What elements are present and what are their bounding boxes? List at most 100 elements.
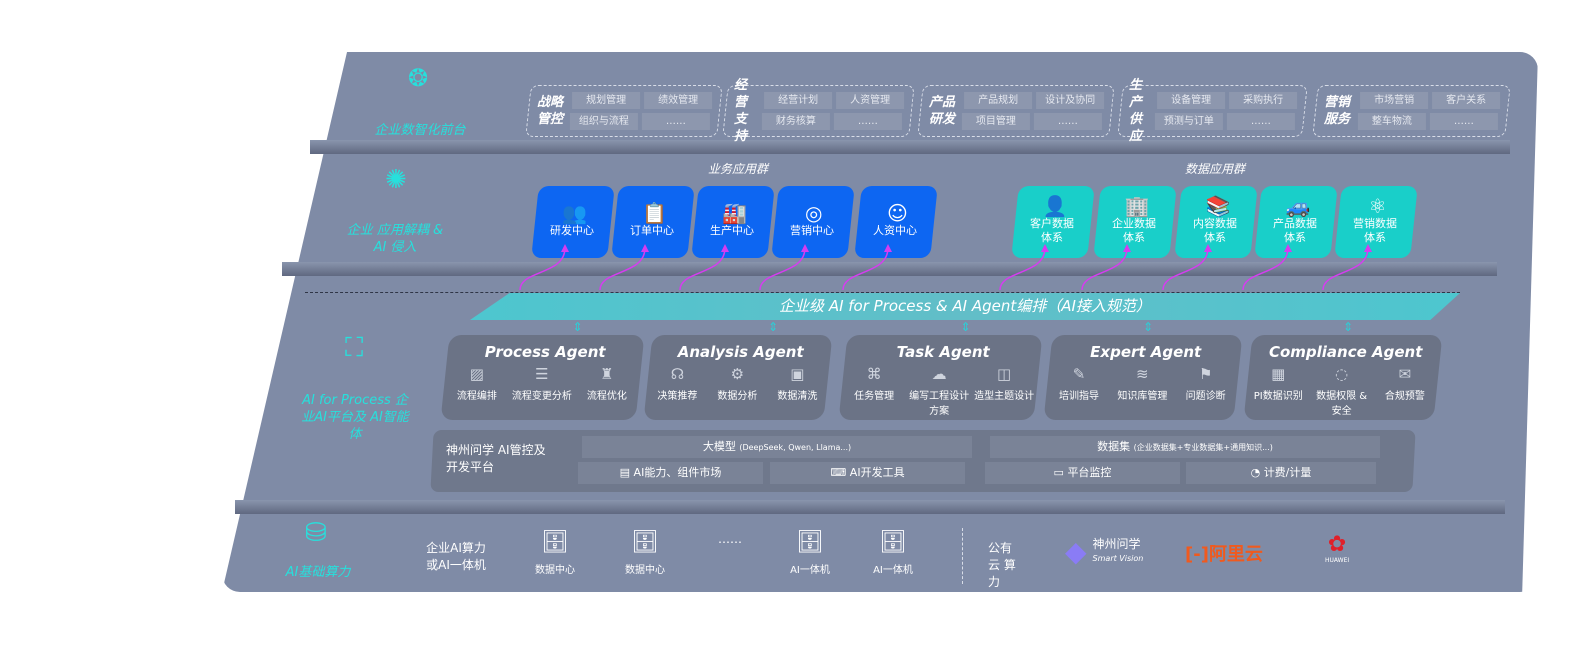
dataset-label: 数据集 [1097, 440, 1131, 453]
feature-icon: ◌ [1335, 365, 1349, 383]
feature-icon: ◫ [996, 365, 1012, 383]
market-icon: ▤ [619, 466, 634, 479]
connector-arrow [842, 247, 889, 291]
connector-arrow [1081, 247, 1128, 291]
feature-icon: ✎ [1072, 365, 1086, 383]
arrow-head [1041, 244, 1049, 252]
smart-vision-logo: ◆ [1065, 535, 1087, 568]
feature-icon: ▨ [469, 365, 484, 383]
agent-name: Analysis Agent [677, 343, 804, 361]
compute-node: 🗄 AI一体机 [868, 530, 918, 576]
feature-icon: ☰ [535, 365, 549, 383]
server-icon: 🗄 [879, 530, 907, 555]
server-icon: 🗄 [631, 530, 659, 555]
model-note: (DeepSeek, Qwen, Llama...) [739, 443, 852, 452]
monitor-icon: ▭ [1053, 466, 1068, 479]
model-bar: 大模型 (DeepSeek, Qwen, Llama...) [582, 436, 972, 458]
down-arrow-icon: ⇕ [768, 320, 779, 334]
arrow-head [1123, 244, 1131, 252]
agent-feature: ⚙ 数据分析 [708, 365, 767, 402]
connector-arrow [759, 247, 806, 291]
layer-divider [235, 500, 1505, 514]
arrow-head [1364, 244, 1372, 252]
agent-feature: ▨ 流程编排 [445, 365, 509, 402]
agent-card[interactable]: Task Agent ⌘ 任务管理 ☁ 编写工程设计方案 ◫ 造型主题设计 [838, 335, 1043, 420]
compute-node: 🗄 数据中心 [620, 530, 670, 576]
server-icon: 🗄 [541, 530, 569, 555]
gauge-icon: ◔ [1250, 466, 1264, 479]
platform-tool[interactable]: ▭ 平台监控 [985, 462, 1180, 484]
platform-tool[interactable]: ⌨ AI开发工具 [770, 462, 965, 484]
public-cloud-label: 公有云 算力 [988, 541, 1016, 589]
face-scan-icon: ⛶ [345, 333, 364, 363]
orchestration-banner: 企业级 AI for Process & AI Agent编排（AI接入规范） [470, 293, 1460, 320]
agent-feature: ▦ PI数据识别 [1247, 365, 1310, 417]
vendor-smart-vision: ◆ 神州问学 Smart Vision [1065, 535, 1144, 568]
platform-tool[interactable]: ◔ 计费/计量 [1186, 462, 1376, 484]
layer-label-ai: AI for Process 企业AI平台及 AI智能体 [301, 393, 409, 442]
feature-icon: ☊ [670, 365, 685, 383]
layer-label-infra: AI基础算力 [285, 565, 351, 580]
down-arrow-icon: ⇕ [572, 320, 583, 334]
agent-name: Compliance Agent [1268, 343, 1423, 361]
agent-name: Expert Agent [1090, 343, 1202, 361]
agent-card[interactable]: Compliance Agent ▦ PI数据识别 ◌ 数据权限 & 安全 ✉ 合规预警 [1243, 335, 1443, 420]
vertical-separator [962, 528, 963, 584]
connector-arrow [999, 247, 1046, 291]
dashed-separator [305, 292, 1460, 293]
down-arrow-icon: ⇕ [960, 320, 971, 334]
model-label: 大模型 [702, 440, 736, 453]
vendor-aliyun-logo: [-]阿里云 [1185, 544, 1263, 565]
platform-title: 神州问学 AI管控及开发平台 [446, 443, 546, 474]
feature-icon: ♜ [600, 365, 614, 383]
enterprise-compute-label: 企业AI算力 或AI一体机 [426, 541, 486, 572]
dev-tool-icon: ⌨ [830, 466, 850, 479]
platform-tool[interactable]: ▤ AI能力、组件市场 [578, 462, 763, 484]
down-arrow-icon: ⇕ [1143, 320, 1154, 334]
agent-card[interactable]: Analysis Agent ☊ 决策推荐 ⚙ 数据分析 ▣ 数据清洗 [643, 335, 833, 420]
arrow-head [1204, 244, 1212, 252]
arrow-head [721, 244, 729, 252]
connector-arrow [1162, 247, 1209, 291]
business-apps-title: 业务应用群 [708, 162, 769, 176]
feature-icon: ☁ [931, 365, 947, 383]
feature-icon: ✉ [1398, 365, 1412, 383]
agent-feature: ⌘ 任务管理 [842, 365, 906, 417]
vendor-huawei-logo: ✿ HUAWEI [1325, 532, 1350, 564]
compute-node: 🗄 AI一体机 [785, 530, 835, 576]
compute-node: 🗄 数据中心 [530, 530, 580, 576]
connector-arrow [1322, 247, 1369, 291]
agent-feature: ☰ 流程变更分析 [510, 365, 574, 402]
agent-feature: ◫ 造型主题设计 [972, 365, 1036, 417]
agent-feature: ▣ 数据清洗 [768, 365, 827, 402]
feature-icon: ⚑ [1198, 365, 1213, 383]
arrow-head [884, 244, 892, 252]
layer-label-front: 企业数智化前台 [374, 123, 466, 138]
layer-divider [282, 262, 1497, 276]
dataset-bar: 数据集 (企业数据集+专业数据集+通用知识...) [990, 436, 1380, 458]
molecule-icon: ✺ [385, 165, 407, 195]
agent-feature: ◌ 数据权限 & 安全 [1310, 365, 1373, 417]
arrow-head [801, 244, 809, 252]
server-icon: 🗄 [796, 530, 824, 555]
feature-icon: ≋ [1136, 365, 1149, 383]
agent-name: Process Agent [484, 343, 606, 361]
database-icon: ⛁ [305, 518, 327, 548]
dataset-note: (企业数据集+专业数据集+通用知识...) [1133, 443, 1273, 452]
connector-arrow [1242, 247, 1289, 291]
agent-feature: ☊ 决策推荐 [648, 365, 707, 402]
arrow-head [1284, 244, 1292, 252]
down-arrow-icon: ⇕ [1343, 320, 1354, 334]
agent-card[interactable]: Expert Agent ✎ 培训指导 ≋ 知识库管理 ⚑ 问题诊断 [1043, 335, 1243, 420]
arrow-head [641, 244, 649, 252]
feature-icon: ⌘ [866, 365, 882, 383]
connector-arrow [599, 247, 646, 291]
feature-icon: ▦ [1271, 365, 1286, 383]
agent-feature: ✉ 合规预警 [1374, 365, 1437, 417]
ellipsis: …… [718, 532, 742, 546]
agent-feature: ✎ 培训指导 [1048, 365, 1111, 402]
agent-feature: ⚑ 问题诊断 [1174, 365, 1237, 402]
arrow-head [561, 244, 569, 252]
agent-card[interactable]: Process Agent ▨ 流程编排 ☰ 流程变更分析 ♜ 流程优化 [440, 335, 645, 420]
